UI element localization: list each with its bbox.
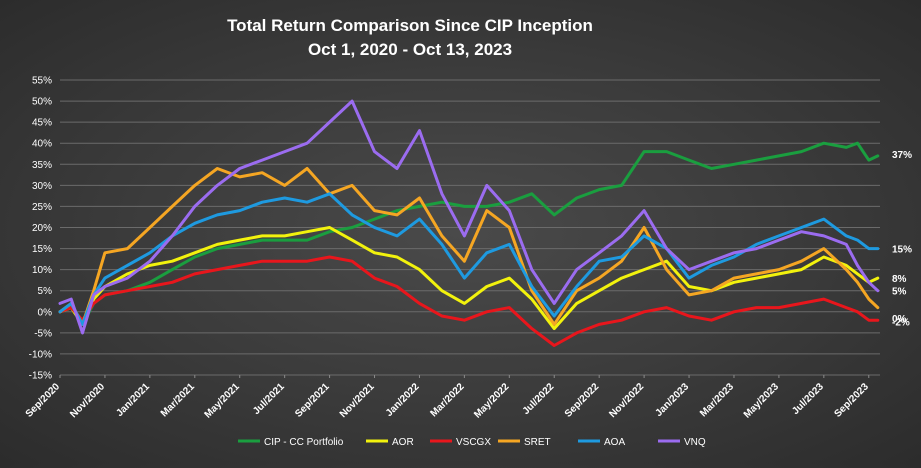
x-tick-label: Jan/2023 [653,381,691,419]
x-tick-label: May/2022 [472,381,512,421]
x-tick-label: May/2021 [203,381,243,421]
x-tick-label: Jul/2023 [790,381,826,417]
y-tick-label: 45% [32,118,52,129]
y-tick-label: -5% [34,328,52,339]
legend-label: SRET [524,437,551,448]
series-line-vnq [58,99,880,335]
y-tick-label: -15% [29,371,52,382]
series-lines [58,99,880,347]
x-tick-label: Jul/2022 [521,381,557,417]
legend: CIP - CC Portfolio AOR VSCGX SRET AOA VNQ [238,437,706,448]
y-tick-label: -10% [29,349,52,360]
chart-title: Total Return Comparison Since CIP Incept… [227,16,593,35]
y-tick-label: 55% [32,76,52,87]
x-tick-label: Nov/2020 [68,381,107,420]
y-tick-label: 30% [32,181,52,192]
chart-subtitle: Oct 1, 2020 - Oct 13, 2023 [308,40,512,59]
legend-label: CIP - CC Portfolio [264,437,344,448]
end-labels: 37% 8% 0%-2% 15% 5% [892,150,912,329]
legend-label: AOR [392,437,414,448]
end-label: -2% [892,318,910,329]
y-tick-label: 25% [32,202,52,213]
series-line-cip-cc-portfolio [58,141,880,326]
x-tick-label: Sep/2020 [24,381,63,420]
series-line-sret [58,167,880,326]
end-label: 5% [892,287,907,298]
x-tick-label: Sep/2023 [832,381,871,420]
legend-label: VSCGX [456,437,491,448]
x-tick-label: Jan/2022 [384,381,422,419]
legend-label: VNQ [684,437,706,448]
y-tick-label: 20% [32,223,52,234]
x-tick-label: Mar/2023 [698,381,736,419]
x-tick-label: Jul/2021 [251,381,287,417]
y-tick-label: 40% [32,139,52,150]
y-tick-label: 50% [32,97,52,108]
end-label: 15% [892,245,912,256]
x-tick-label: Mar/2022 [428,381,466,419]
x-tick-label: Nov/2021 [338,381,377,420]
x-tick-label: May/2023 [742,381,782,421]
series-line-vscgx [58,255,880,347]
x-tick-label: Jan/2021 [114,381,152,419]
end-label: 37% [892,150,912,161]
y-tick-label: 0% [38,307,53,318]
legend-label: AOA [604,437,625,448]
x-tick-label: Mar/2021 [159,381,197,419]
gridlines [60,79,880,376]
y-tick-label: 35% [32,160,52,171]
y-tick-label: 10% [32,265,52,276]
x-tick-label: Sep/2021 [293,381,332,420]
end-label: 8% [892,274,907,285]
y-tick-label: 5% [38,286,53,297]
series-line-aor [58,226,880,331]
end-label: 0% [892,314,907,325]
axes: 55% 50% 45% 40% 35% 30% 25% 20% 15% 10% 5% 0% -5% -10… [24,76,872,421]
x-tick-label: Nov/2022 [607,381,646,420]
series-line-aoa [58,192,880,326]
x-tick-label: Sep/2022 [563,381,602,420]
y-tick-label: 15% [32,244,52,255]
